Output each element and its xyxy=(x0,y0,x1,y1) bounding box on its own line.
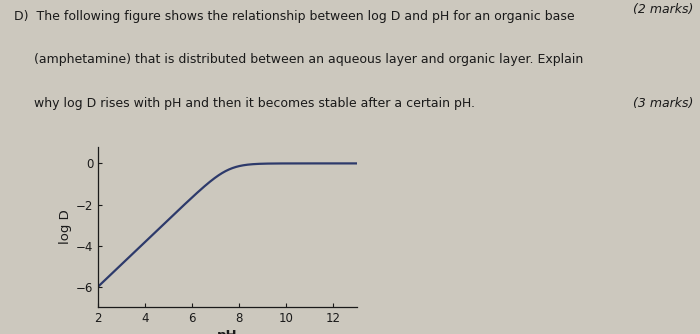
Text: (2 marks): (2 marks) xyxy=(633,3,693,16)
X-axis label: pH: pH xyxy=(217,329,238,334)
Text: D)  The following figure shows the relationship between log D and pH for an orga: D) The following figure shows the relati… xyxy=(14,10,575,23)
Text: (3 marks): (3 marks) xyxy=(633,97,693,110)
Y-axis label: log D: log D xyxy=(59,210,71,244)
Text: why log D rises with pH and then it becomes stable after a certain pH.: why log D rises with pH and then it beco… xyxy=(14,97,475,110)
Text: (amphetamine) that is distributed between an aqueous layer and organic layer. Ex: (amphetamine) that is distributed betwee… xyxy=(14,53,583,66)
